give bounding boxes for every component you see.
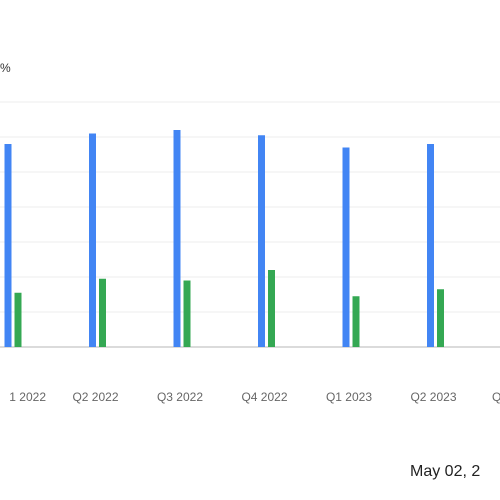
x-tick-label: Q2 2023 bbox=[410, 390, 456, 404]
bar-series-2 bbox=[99, 278, 106, 347]
x-tick-label: 1 2022 bbox=[9, 390, 46, 404]
bar-series-1 bbox=[342, 147, 350, 347]
bar-series-1 bbox=[89, 133, 96, 347]
x-axis-tick-labels: 1 2022 Q2 2022 Q3 2022 Q4 2022 Q1 2023 Q2 202… bbox=[9, 390, 500, 404]
x-tick-label: Q bbox=[492, 390, 500, 404]
bar-series-1 bbox=[427, 144, 434, 347]
x-tick-label: Q4 2022 bbox=[241, 390, 287, 404]
bar-series-2 bbox=[437, 289, 444, 347]
bar-series-2 bbox=[14, 292, 22, 347]
gridlines bbox=[0, 101, 500, 348]
bar-series-1 bbox=[4, 144, 12, 347]
x-tick-label: Q2 2022 bbox=[72, 390, 118, 404]
y-unit-label: % bbox=[0, 61, 11, 75]
x-tick-label: Q3 2022 bbox=[157, 390, 203, 404]
bar-series-2 bbox=[268, 270, 275, 347]
x-tick-label: Q1 2023 bbox=[326, 390, 372, 404]
bar-series-1 bbox=[173, 130, 181, 347]
bar-series-2 bbox=[183, 280, 191, 347]
bar-series-1 bbox=[258, 135, 265, 347]
bar-series-2 bbox=[352, 296, 360, 347]
footer-date: May 02, 2 bbox=[410, 463, 481, 480]
bars bbox=[4, 130, 444, 347]
